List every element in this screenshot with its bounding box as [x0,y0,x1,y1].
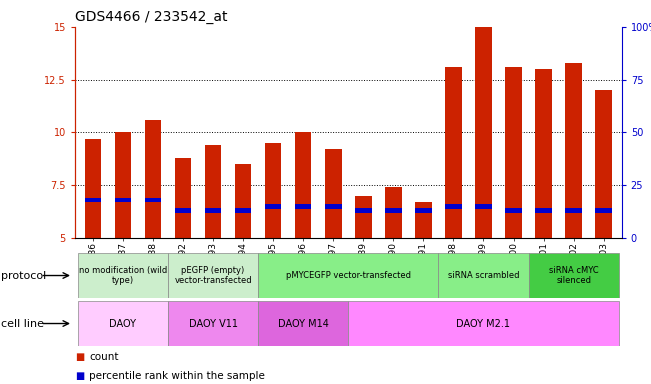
Bar [475,204,492,209]
Text: protocol: protocol [1,270,47,281]
Text: DAOY V11: DAOY V11 [189,318,238,329]
Bar [415,202,432,238]
Bar [505,208,522,213]
Bar [385,208,402,213]
Bar [258,253,438,298]
Bar [145,198,161,202]
Bar [78,301,168,346]
Bar [325,204,342,209]
Bar [565,63,582,238]
Bar [235,208,251,213]
Bar [438,253,529,298]
Text: ■: ■ [75,352,84,362]
Bar [265,143,281,238]
Bar [415,208,432,213]
Bar [348,301,618,346]
Bar [85,139,101,238]
Text: count: count [89,352,118,362]
Bar [258,301,348,346]
Text: DAOY: DAOY [109,318,137,329]
Text: ■: ■ [75,371,84,381]
Text: siRNA scrambled: siRNA scrambled [448,271,519,280]
Bar [529,253,618,298]
Text: GDS4466 / 233542_at: GDS4466 / 233542_at [75,10,227,25]
Bar [355,208,372,213]
Bar [78,253,168,298]
Bar [168,301,258,346]
Text: pEGFP (empty)
vector-transfected: pEGFP (empty) vector-transfected [174,266,252,285]
Bar [168,253,258,298]
Bar [475,27,492,238]
Bar [385,187,402,238]
Bar [115,198,132,202]
Text: siRNA cMYC
silenced: siRNA cMYC silenced [549,266,598,285]
Bar [85,198,101,202]
Bar [325,149,342,238]
Bar [115,132,132,238]
Bar [145,120,161,238]
Bar [295,204,311,209]
Bar [265,204,281,209]
Bar [355,196,372,238]
Bar [174,208,191,213]
Bar [535,69,552,238]
Bar [565,208,582,213]
Bar [205,208,221,213]
Text: DAOY M2.1: DAOY M2.1 [456,318,510,329]
Bar [505,67,522,238]
Text: pMYCEGFP vector-transfected: pMYCEGFP vector-transfected [286,271,411,280]
Bar [174,158,191,238]
Bar [205,145,221,238]
Bar [445,67,462,238]
Text: cell line: cell line [1,318,44,329]
Text: percentile rank within the sample: percentile rank within the sample [89,371,265,381]
Bar [596,208,612,213]
Bar [235,164,251,238]
Bar [535,208,552,213]
Text: DAOY M14: DAOY M14 [278,318,329,329]
Bar [445,204,462,209]
Bar [295,132,311,238]
Text: no modification (wild
type): no modification (wild type) [79,266,167,285]
Bar [596,90,612,238]
